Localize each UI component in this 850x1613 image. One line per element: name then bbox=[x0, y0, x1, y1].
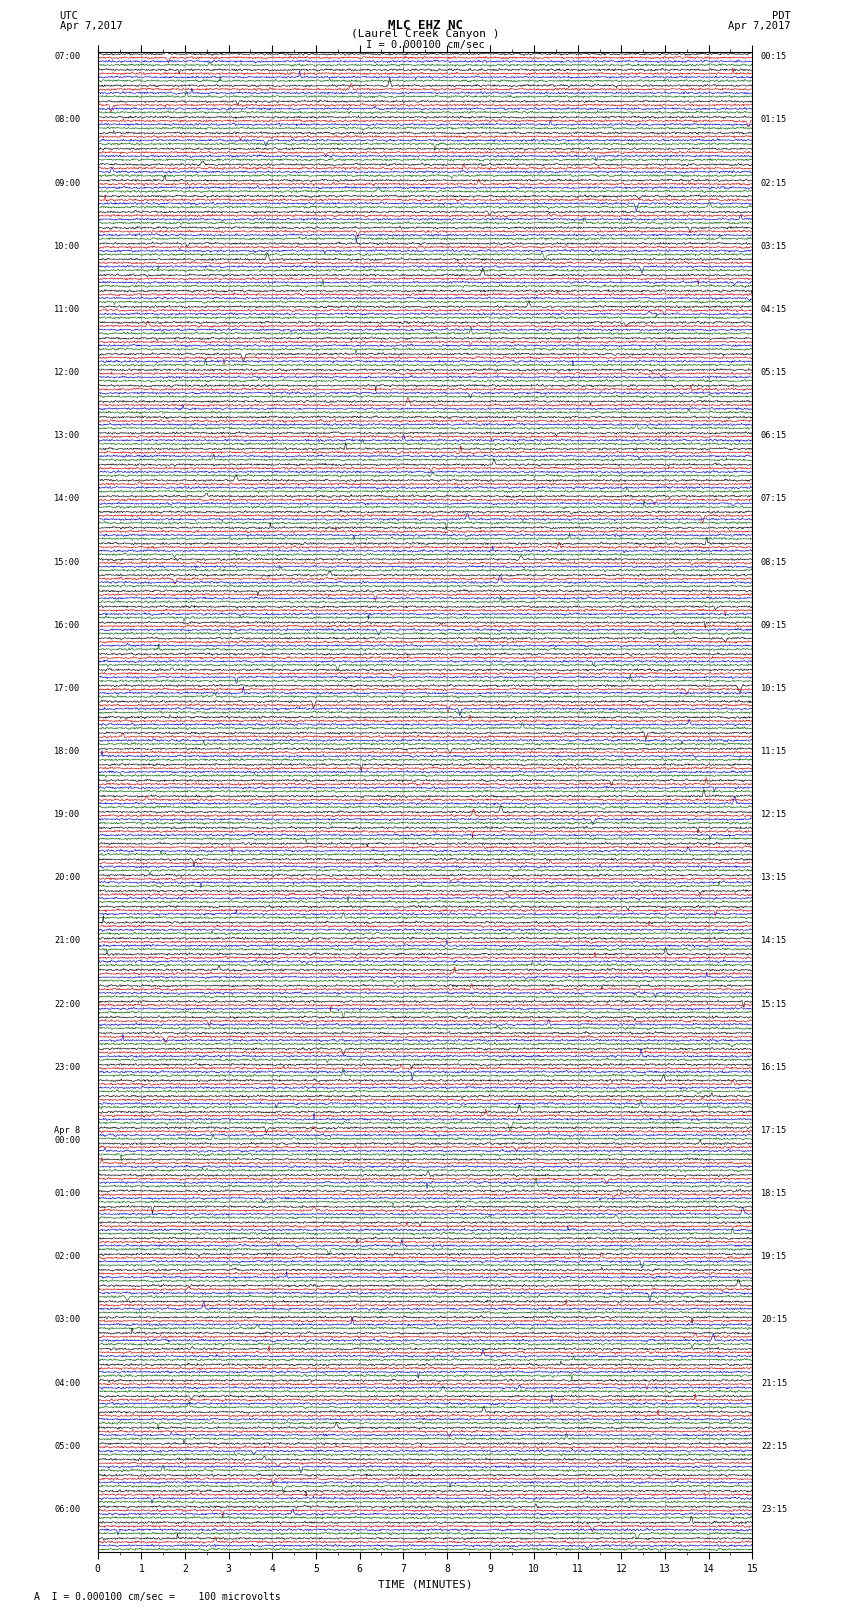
Text: 12:15: 12:15 bbox=[761, 810, 787, 819]
Text: 01:00: 01:00 bbox=[54, 1189, 80, 1198]
X-axis label: TIME (MINUTES): TIME (MINUTES) bbox=[377, 1579, 473, 1589]
Text: 21:15: 21:15 bbox=[761, 1379, 787, 1387]
Text: 06:00: 06:00 bbox=[54, 1505, 80, 1515]
Text: 23:15: 23:15 bbox=[761, 1505, 787, 1515]
Text: 08:00: 08:00 bbox=[54, 116, 80, 124]
Text: 01:15: 01:15 bbox=[761, 116, 787, 124]
Text: 19:15: 19:15 bbox=[761, 1252, 787, 1261]
Text: 00:15: 00:15 bbox=[761, 52, 787, 61]
Text: 15:15: 15:15 bbox=[761, 1000, 787, 1008]
Text: A  I = 0.000100 cm/sec =    100 microvolts: A I = 0.000100 cm/sec = 100 microvolts bbox=[34, 1592, 280, 1602]
Text: 10:15: 10:15 bbox=[761, 684, 787, 694]
Text: 09:15: 09:15 bbox=[761, 621, 787, 629]
Text: 18:00: 18:00 bbox=[54, 747, 80, 756]
Text: 21:00: 21:00 bbox=[54, 937, 80, 945]
Text: 11:15: 11:15 bbox=[761, 747, 787, 756]
Text: 14:00: 14:00 bbox=[54, 494, 80, 503]
Text: 20:15: 20:15 bbox=[761, 1316, 787, 1324]
Text: 05:15: 05:15 bbox=[761, 368, 787, 377]
Text: 02:00: 02:00 bbox=[54, 1252, 80, 1261]
Text: (Laurel Creek Canyon ): (Laurel Creek Canyon ) bbox=[351, 29, 499, 39]
Text: 09:00: 09:00 bbox=[54, 179, 80, 187]
Text: 23:00: 23:00 bbox=[54, 1063, 80, 1071]
Text: 22:15: 22:15 bbox=[761, 1442, 787, 1450]
Text: 04:00: 04:00 bbox=[54, 1379, 80, 1387]
Text: 18:15: 18:15 bbox=[761, 1189, 787, 1198]
Text: 13:00: 13:00 bbox=[54, 431, 80, 440]
Text: Apr 7,2017: Apr 7,2017 bbox=[60, 21, 122, 31]
Text: 22:00: 22:00 bbox=[54, 1000, 80, 1008]
Text: 10:00: 10:00 bbox=[54, 242, 80, 250]
Text: 17:00: 17:00 bbox=[54, 684, 80, 694]
Text: Apr 8
00:00: Apr 8 00:00 bbox=[54, 1126, 80, 1145]
Text: 17:15: 17:15 bbox=[761, 1126, 787, 1136]
Text: 16:15: 16:15 bbox=[761, 1063, 787, 1071]
Text: 08:15: 08:15 bbox=[761, 558, 787, 566]
Text: 07:00: 07:00 bbox=[54, 52, 80, 61]
Text: PDT: PDT bbox=[772, 11, 791, 21]
Text: 11:00: 11:00 bbox=[54, 305, 80, 315]
Text: 13:15: 13:15 bbox=[761, 873, 787, 882]
Text: Apr 7,2017: Apr 7,2017 bbox=[728, 21, 791, 31]
Text: 20:00: 20:00 bbox=[54, 873, 80, 882]
Text: 03:15: 03:15 bbox=[761, 242, 787, 250]
Text: 12:00: 12:00 bbox=[54, 368, 80, 377]
Text: I = 0.000100 cm/sec: I = 0.000100 cm/sec bbox=[366, 40, 484, 50]
Text: 03:00: 03:00 bbox=[54, 1316, 80, 1324]
Text: 07:15: 07:15 bbox=[761, 494, 787, 503]
Text: 16:00: 16:00 bbox=[54, 621, 80, 629]
Text: 02:15: 02:15 bbox=[761, 179, 787, 187]
Text: 05:00: 05:00 bbox=[54, 1442, 80, 1450]
Text: UTC: UTC bbox=[60, 11, 78, 21]
Text: 06:15: 06:15 bbox=[761, 431, 787, 440]
Text: 19:00: 19:00 bbox=[54, 810, 80, 819]
Text: 15:00: 15:00 bbox=[54, 558, 80, 566]
Text: 14:15: 14:15 bbox=[761, 937, 787, 945]
Text: MLC EHZ NC: MLC EHZ NC bbox=[388, 19, 462, 32]
Text: 04:15: 04:15 bbox=[761, 305, 787, 315]
